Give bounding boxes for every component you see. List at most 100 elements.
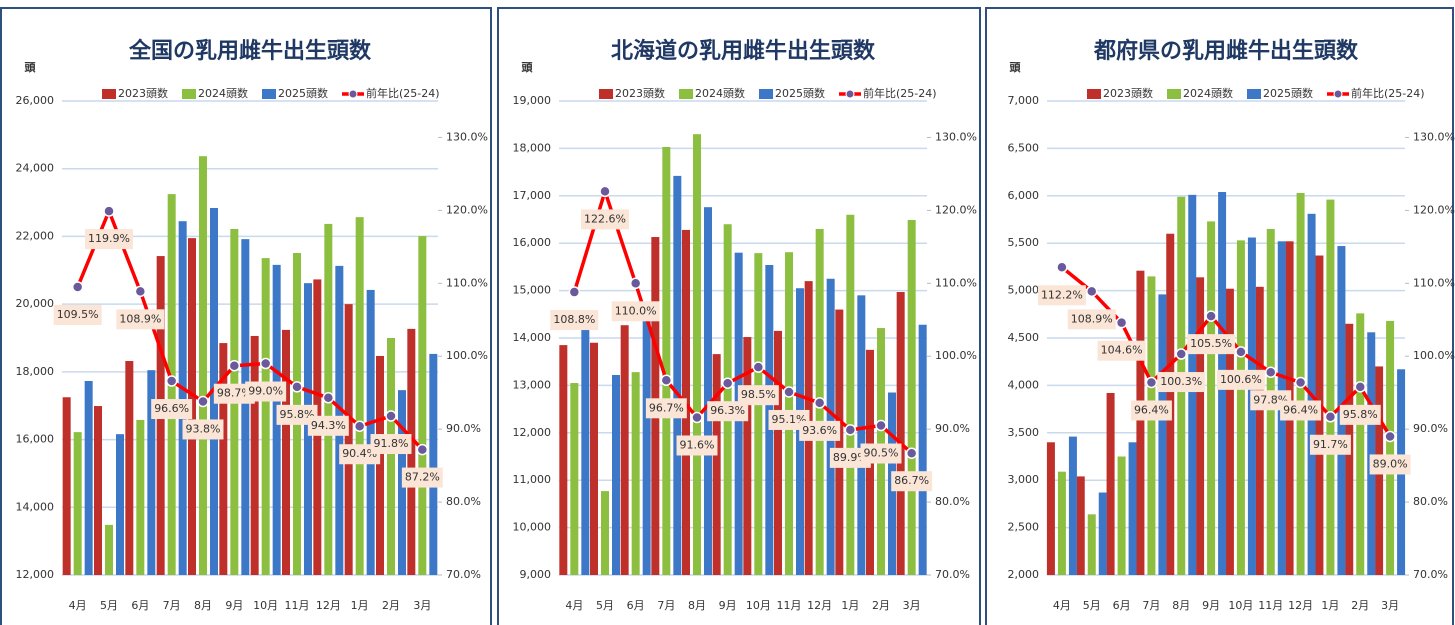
line-marker <box>1354 381 1366 393</box>
line-marker <box>1115 316 1128 329</box>
line-marker <box>629 277 642 290</box>
x-tick-label: 7月 <box>657 599 675 612</box>
bar <box>73 432 82 575</box>
bar <box>355 217 364 575</box>
value-label-bg <box>860 443 902 464</box>
value-label: 98.5% <box>741 388 776 401</box>
y2-tick-label: 110.0% <box>1413 276 1455 289</box>
legend-label: 2023頭数 <box>1103 87 1153 100</box>
value-label-bg <box>370 434 412 455</box>
bar <box>136 419 145 575</box>
bar <box>94 406 102 575</box>
bar <box>743 337 752 575</box>
line-marker <box>1205 310 1217 322</box>
value-label: 110.0% <box>615 304 657 317</box>
bar <box>261 258 270 575</box>
value-label: 108.9% <box>119 312 161 325</box>
bar <box>1136 270 1145 575</box>
y2-tick-label: 130.0% <box>446 130 488 143</box>
y-tick-label: 18,000 <box>513 141 552 154</box>
bar <box>1117 456 1126 575</box>
bar <box>1057 471 1066 575</box>
legend-label: 2025頭数 <box>1263 87 1313 100</box>
bar <box>662 146 671 575</box>
bar <box>1386 320 1395 575</box>
y2-tick-label: 70.0% <box>446 568 481 581</box>
bar <box>1068 436 1077 575</box>
x-tick-label: 10月 <box>1228 599 1253 612</box>
value-label-bg <box>737 385 779 406</box>
x-tick-label: 11月 <box>1258 599 1283 612</box>
value-label-bg <box>245 381 287 402</box>
value-label-bg <box>611 301 660 322</box>
value-label-bg <box>1097 340 1146 361</box>
bar <box>570 383 579 575</box>
y-tick-label: 11,000 <box>513 473 552 486</box>
line-marker <box>844 424 857 436</box>
line-marker <box>322 392 335 404</box>
x-tick-label: 10月 <box>253 599 278 612</box>
legend-label: 2025頭数 <box>775 87 825 100</box>
bar <box>147 370 156 575</box>
bar <box>559 345 568 575</box>
bar <box>1326 199 1335 576</box>
value-label: 105.5% <box>1190 337 1232 350</box>
value-label: 95.8% <box>1343 408 1378 421</box>
line-marker <box>228 359 241 372</box>
value-label-group: 104.6% <box>1097 340 1146 361</box>
line-marker <box>416 443 429 456</box>
value-label-bg <box>581 209 629 230</box>
y2-tick-label: 110.0% <box>935 276 977 289</box>
value-label-group: 100.3% <box>1157 372 1206 393</box>
bar <box>1098 492 1107 575</box>
bar <box>199 156 207 576</box>
x-tick-label: 9月 <box>1202 599 1220 612</box>
value-label-group: 91.8% <box>370 434 412 455</box>
bar <box>105 524 113 575</box>
value-label-group: 96.7% <box>645 398 687 419</box>
value-label-bg <box>1157 372 1206 393</box>
y2-tick-label: 100.0% <box>446 349 488 362</box>
legend-swatch <box>1167 89 1181 99</box>
bar <box>1076 476 1085 575</box>
bar <box>712 354 721 575</box>
legend-marker <box>348 89 358 99</box>
chart-title: 全国の乳用雌牛出生頭数 <box>128 38 372 64</box>
bar <box>918 324 927 575</box>
y-axis-label: 頭 <box>25 61 37 74</box>
x-tick-label: 8月 <box>1172 599 1190 612</box>
value-label-group: 93.8% <box>182 419 224 440</box>
bar <box>631 372 640 575</box>
line-marker <box>197 395 209 408</box>
bar <box>62 397 71 575</box>
x-tick-label: 5月 <box>100 599 118 612</box>
x-tick-label: 11月 <box>285 599 310 612</box>
y2-tick-label: 130.0% <box>1413 130 1455 143</box>
value-label: 109.5% <box>57 308 99 321</box>
y-axis-label: 頭 <box>1010 61 1022 74</box>
bar <box>418 236 427 575</box>
value-label-group: 108.9% <box>116 309 165 330</box>
bar <box>376 355 384 575</box>
x-tick-label: 11月 <box>777 599 802 612</box>
y2-tick-label: 120.0% <box>446 203 488 216</box>
line-marker <box>353 420 366 432</box>
bar <box>366 289 375 575</box>
x-tick-label: 9月 <box>225 599 243 612</box>
line-marker <box>1324 411 1337 423</box>
y-tick-label: 7,000 <box>1008 94 1040 107</box>
bar <box>1196 277 1205 575</box>
value-label-group: 93.6% <box>799 420 841 441</box>
x-tick-label: 8月 <box>194 599 212 612</box>
value-label: 86.7% <box>894 474 929 487</box>
x-tick-label: 12月 <box>1288 599 1313 612</box>
line-marker <box>721 377 734 389</box>
y-tick-label: 12,000 <box>513 426 552 439</box>
line-marker <box>385 410 397 422</box>
bar <box>282 329 290 575</box>
bar <box>704 207 712 575</box>
value-label: 108.9% <box>1071 312 1113 325</box>
